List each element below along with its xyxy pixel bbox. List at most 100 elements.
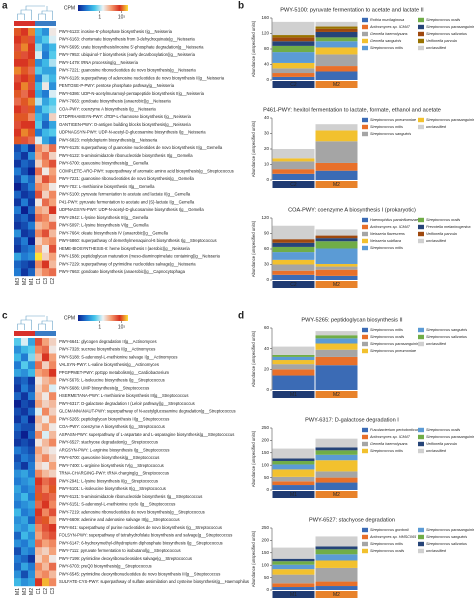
y-axis-label: Abundance (unspecified units) [251,220,256,277]
heatmap-cell [35,90,43,98]
heatmap-cell [42,82,50,91]
heatmap-cell [21,524,29,532]
legend-label: Streptococcus parasanguinis [426,25,474,29]
heatmap-cell [42,206,50,215]
bar-segment [315,338,358,344]
heatmap-cell [14,539,22,548]
heatmap-cell [49,407,57,416]
heatmap-cell [21,152,29,160]
bar-segment [315,335,358,339]
legend-swatch [418,427,424,433]
bar-segment [315,554,358,561]
bar-segment [272,41,315,46]
row-label: PWY-7221: guanosine ribonucleotides de n… [59,68,196,73]
row-label: SULFATE-CYS-PWY: superpathway of sulfate… [59,579,249,584]
y-tick-label: 80 [264,46,270,51]
row-label: PWY-6386: UDP-N-acetylmuramoyl-pentapept… [59,91,205,96]
legend-label: Gemella haemolysans [370,32,408,36]
y-tick-label: 10 [264,162,270,167]
legend-swatch [362,534,368,540]
group-strip [272,181,315,188]
legend-swatch [362,341,368,347]
heatmap-cell [42,252,50,261]
row-label: PWY-5695: urate biosynthesis/inosine 5'-… [59,44,204,49]
heatmap-cell [14,252,22,261]
y-tick-label: 40 [264,115,270,120]
row-label: HEME-BIOSYNTHESIS-II: heme biosynthesis … [59,246,190,251]
heatmap-cell [35,438,43,447]
legend-label: Streptococcus oralis [426,18,460,22]
heatmap-cell [35,353,43,362]
bar-segment [315,454,358,461]
heatmap-cell [28,90,36,98]
heatmap-cell [14,400,22,408]
heatmap-cell [42,260,50,269]
heatmap-cell [35,361,43,370]
bar-segment [315,66,358,72]
heatmap-cell [49,268,57,277]
heatmap-cell [28,268,36,277]
heatmap-cell [28,59,36,67]
heatmap-cell [21,245,29,253]
row-label: PWY-6703: preQ0 biosynthesis|g__Streptoc… [59,564,152,569]
heatmap-cell [42,462,50,470]
heatmap-cell [35,539,43,548]
heatmap-cell [42,245,50,253]
heatmap-cell [28,438,36,447]
y-tick-label: 150 [261,550,269,555]
legend-swatch [362,31,368,37]
group-strip [315,81,358,88]
heatmap-cell [42,562,50,571]
heatmap-cell [49,500,57,509]
heatmap-cell [21,167,29,176]
heatmap-cell [49,175,57,184]
legend-label: Veillonella parvula [426,39,457,43]
row-label: PWY-5100: pyruvate fermentation to aceta… [59,192,191,197]
heatmap-cell [49,524,57,532]
y-tick-label: 40 [264,346,270,351]
bar-segment [315,349,358,357]
row-label: DTDPRHAMSYN-PWY: dTDP-L-rhamnose biosynt… [59,114,192,119]
heatmap-cell [21,392,29,401]
heatmap-cell [35,245,43,253]
heatmap-cell [14,214,22,222]
legend-label: unclassified [426,239,447,243]
row-label: PWY-6122: 5-aminoimidazole ribonucleotid… [59,153,193,158]
bar-segment [315,229,358,236]
heatmap-cell [14,74,22,83]
heatmap-cell [35,578,43,587]
group-strip [272,591,315,598]
legend-label: Streptococcus salivarius [426,32,467,36]
x-tick-label: M2 [333,592,340,598]
heatmap-cell [21,469,29,478]
heatmap-cell [49,144,57,153]
heatmap-cell [28,539,36,548]
bar-segment [315,124,358,131]
heatmap-cell [21,35,29,44]
legend-label: unclassified [426,342,447,346]
heatmap-cell [28,578,36,587]
bar-segment [272,369,315,376]
heatmap-cell [14,384,22,393]
heatmap-cell [28,229,36,238]
heatmap-cell [49,152,57,160]
legend-swatch [418,434,424,440]
legend-label: Streptococcus sanguinis [426,328,467,332]
heatmap-cell [49,206,57,215]
heatmap-cell [14,198,22,207]
row-label: PWY-6123: inosine-5'-phosphate biosynthe… [59,29,173,34]
heatmap-cell [14,431,22,439]
y-tick-label: 200 [261,538,269,543]
heatmap-cell [28,121,36,129]
heatmap-cell [14,221,22,230]
heatmap-cell [42,144,50,153]
heatmap-cell [49,562,57,571]
row-label: P41-PWY: pyruvate fermentation to acetat… [59,199,195,204]
heatmap-cell [42,221,50,230]
heatmap-cell [21,51,29,60]
heatmap-cell [49,438,57,447]
heatmap-cell [28,516,36,525]
heatmap-cell [49,35,57,44]
heatmap-cell [21,539,29,548]
heatmap-cell [14,493,22,501]
